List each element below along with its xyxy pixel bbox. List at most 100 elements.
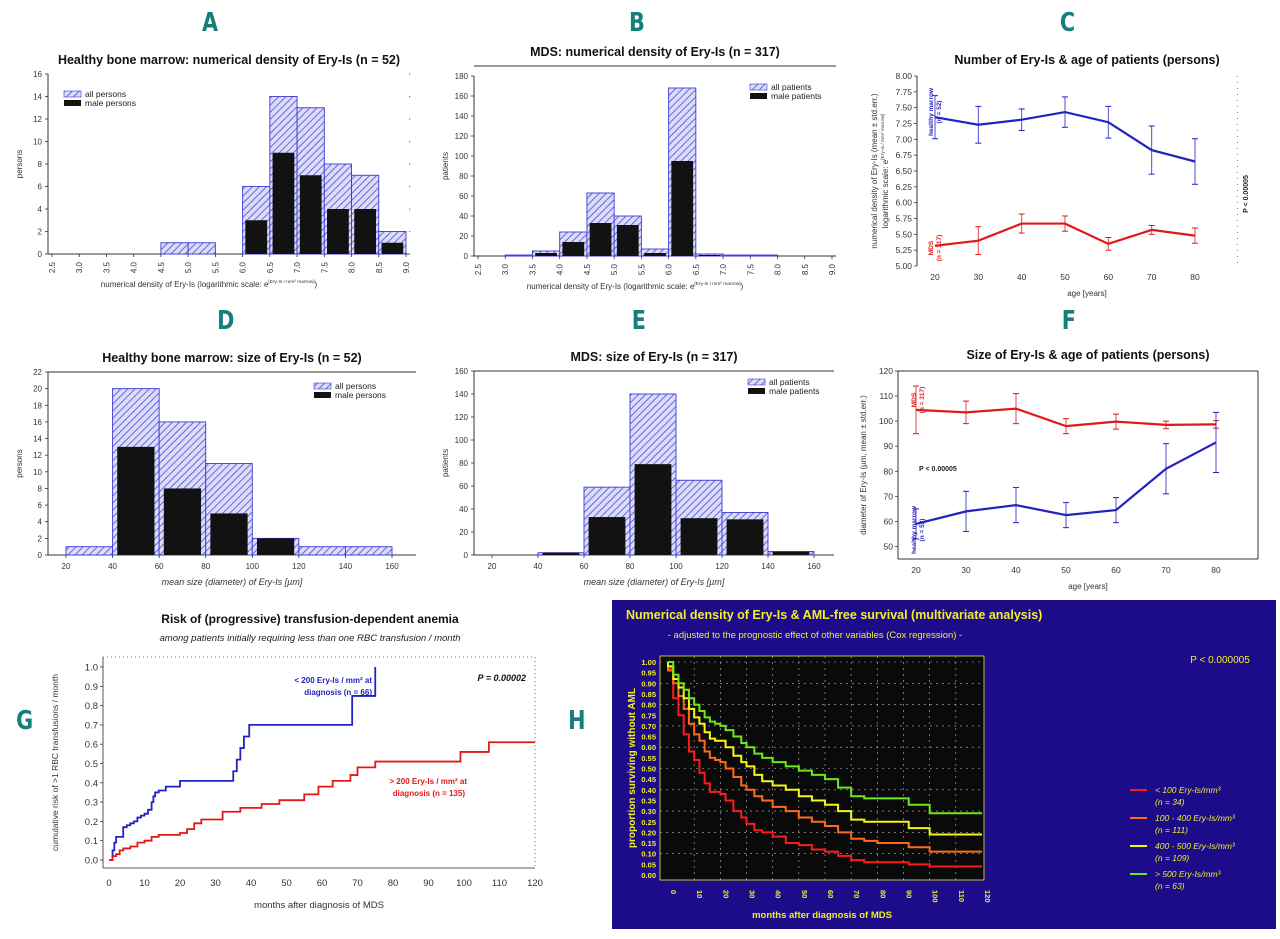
- x-tick-label: 140: [761, 562, 775, 571]
- x-tick-label: 140: [339, 562, 353, 571]
- x-tick-label: 60: [155, 562, 164, 571]
- grid-dot: [1237, 226, 1238, 227]
- y-tick-label: 20: [459, 528, 468, 537]
- panel-letter-d: D: [217, 306, 235, 336]
- x-tick-label: 3.0: [501, 263, 510, 275]
- y-tick-label: 14: [33, 93, 42, 102]
- bar-male-11: [354, 209, 377, 254]
- panel-letter-f: F: [1061, 306, 1076, 336]
- y-tick-label: 0.85: [641, 690, 656, 699]
- bar-male-6: [772, 551, 810, 555]
- chart-A: Healthy bone marrow: numerical density o…: [15, 53, 411, 289]
- y-tick-label: 0.60: [641, 743, 656, 752]
- bar-male-5: [726, 519, 764, 555]
- survival-curve-1: [667, 662, 982, 853]
- y-axis-label: patients: [441, 449, 450, 477]
- x-tick-label: 7.0: [293, 261, 302, 273]
- y-axis-label: persons: [15, 150, 24, 178]
- y-tick-label: 0.2: [85, 817, 98, 828]
- y-tick-label: 7.25: [895, 119, 912, 129]
- x-tick-label: 120: [292, 562, 306, 571]
- y-tick-label: 8: [38, 160, 43, 169]
- legend-n-1: (n = 111): [1155, 825, 1188, 835]
- y-axis-label: proportion surviving without AML: [627, 688, 638, 848]
- series-label-n: (n = 52): [936, 101, 943, 124]
- x-tick-label: 60: [826, 890, 835, 898]
- x-tick-label: 160: [385, 562, 399, 571]
- x-tick-label: 9.0: [828, 263, 837, 275]
- y-axis-label: patients: [441, 152, 450, 180]
- y-tick-label: 0.5: [85, 759, 98, 770]
- grid-dot: [1237, 178, 1238, 179]
- x-tick-label: 30: [961, 565, 971, 575]
- x-tick-label: 110: [492, 878, 507, 889]
- x-tick-label: 100: [456, 878, 472, 889]
- chart-subtitle: - adjusted to the prognostic effect of o…: [668, 630, 962, 641]
- y-tick-label: 80: [459, 459, 468, 468]
- x-tick-label: 5.5: [211, 261, 220, 273]
- grid-dot: [409, 208, 411, 210]
- x-tick-label: 20: [911, 565, 921, 575]
- y-tick-label: 20: [33, 385, 42, 394]
- grid-dot: [1237, 196, 1238, 197]
- y-tick-label: 160: [455, 367, 469, 376]
- x-tick-label: 70: [352, 878, 363, 889]
- x-tick-label: 70: [1147, 272, 1157, 282]
- y-tick-label: 0.50: [641, 765, 656, 774]
- x-tick-label: 50: [281, 878, 292, 889]
- bar-all-4: [160, 242, 189, 255]
- x-tick-label: 8.0: [348, 261, 357, 273]
- x-tick-label: 160: [807, 562, 821, 571]
- x-tick-label: 3.5: [528, 263, 537, 275]
- y-tick-label: 6.75: [895, 150, 912, 160]
- x-tick-label: 3.5: [102, 261, 111, 273]
- y-tick-label: 100: [455, 152, 469, 161]
- x-tick-label: 80: [1211, 565, 1221, 575]
- x-tick-label: 30: [210, 878, 221, 889]
- x-tick-label: 6.0: [665, 263, 674, 275]
- series-label-n: diagnosis (n = 135): [393, 789, 466, 798]
- x-tick-label: 40: [774, 890, 783, 898]
- grid-dot: [1237, 208, 1238, 209]
- grid-dot: [1237, 130, 1238, 131]
- y-tick-label: 50: [884, 541, 894, 551]
- grid-dot: [1237, 142, 1238, 143]
- x-axis-label: mean size (diameter) of Ery-Is [µm]: [162, 577, 303, 587]
- chart-subtitle: among patients initially requiring less …: [160, 633, 461, 644]
- chart-C: Number of Ery-Is & age of patients (pers…: [870, 53, 1250, 298]
- bar-all-0: [65, 546, 114, 556]
- x-axis-label: mean size (diameter) of Ery-Is [µm]: [584, 577, 725, 587]
- bar-male-10: [327, 209, 349, 254]
- grid-dot: [1237, 160, 1238, 161]
- y-axis-label: numerical density of Ery-Is (mean ± std.…: [870, 93, 879, 248]
- legend-label-all: all patients: [769, 377, 810, 387]
- grid-dot: [1237, 100, 1238, 101]
- y-tick-label: 0.20: [641, 828, 656, 837]
- grid-dot: [409, 186, 411, 188]
- panel-letter-a: A: [202, 8, 219, 38]
- y-tick-label: 6.00: [895, 198, 912, 208]
- panel-letter-b: B: [628, 8, 645, 38]
- x-tick-label: 0: [106, 878, 111, 889]
- x-tick-label: 50: [1061, 565, 1071, 575]
- grid-dot: [409, 118, 411, 120]
- bar-male-4: [256, 538, 295, 555]
- bar-male-8: [698, 255, 721, 256]
- x-tick-label: 60: [1111, 565, 1121, 575]
- y-tick-label: 6.50: [895, 166, 912, 176]
- p-value: P < 0.00005: [1243, 175, 1250, 213]
- grid-dot: [1237, 136, 1238, 137]
- y-tick-label: 120: [879, 366, 893, 376]
- y-tick-label: 1.0: [85, 663, 98, 674]
- series-label: healthy marrow: [928, 87, 935, 136]
- x-tick-label: 110: [957, 890, 966, 902]
- legend-label-male: male persons: [335, 390, 386, 400]
- y-tick-label: 0.9: [85, 682, 98, 693]
- y-tick-label: 120: [455, 413, 469, 422]
- y-tick-label: 18: [33, 401, 42, 410]
- grid-dot: [409, 163, 411, 165]
- x-axis-label: numerical density of Ery-Is (logarithmic…: [527, 281, 744, 291]
- bar-male-6: [644, 253, 666, 256]
- x-tick-label: 5.0: [610, 263, 619, 275]
